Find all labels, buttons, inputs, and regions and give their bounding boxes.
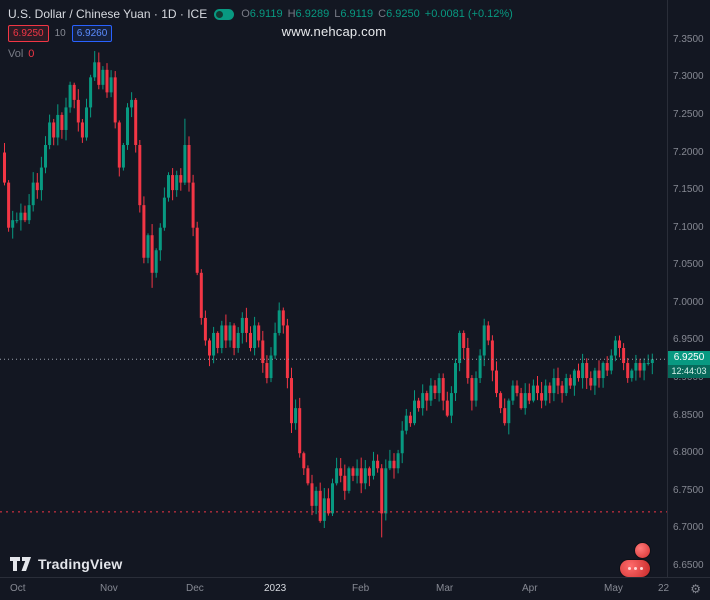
high-value: 6.9289	[295, 8, 330, 20]
time-axis-label: Apr	[522, 583, 538, 594]
visibility-toggle-icon[interactable]	[214, 8, 235, 20]
tradingview-logo-text: TradingView	[38, 556, 123, 572]
dot-icon	[639, 567, 643, 570]
price-axis-label: 7.2000	[673, 146, 704, 158]
volume-value: 0	[28, 48, 35, 60]
settings-gear-icon[interactable]: ⚙	[690, 582, 701, 596]
price-axis-label: 7.3000	[673, 71, 704, 83]
price-axis-label: 7.3500	[673, 33, 704, 45]
price-axis[interactable]: 7.3500 7.3000 7.2500 7.2000 7.1500 7.1000 7.05…	[667, 0, 710, 578]
price-axis-label: 6.8500	[673, 409, 704, 421]
open-label: O	[241, 8, 250, 20]
candles-group	[3, 51, 654, 538]
watermark-text: www.nehcap.com	[281, 24, 387, 39]
chart-legend: U.S. Dollar / Chinese Yuan · 1D · ICE O6…	[8, 7, 518, 60]
time-axis-label: Oct	[10, 583, 26, 594]
price-axis-label: 7.1500	[673, 184, 704, 196]
fab-small-red-button[interactable]	[635, 543, 650, 558]
low-value: 6.9119	[340, 8, 374, 20]
tradingview-icon	[10, 556, 31, 571]
price-axis-label: 7.0500	[673, 259, 704, 271]
volume-indicator-label[interactable]: Vol	[8, 48, 24, 60]
tradingview-logo[interactable]: TradingView	[10, 556, 122, 572]
candlestick-chart-canvas[interactable]	[0, 0, 668, 578]
close-value: 6.9250	[386, 8, 420, 20]
time-axis-label: Dec	[186, 583, 204, 594]
floating-action-buttons	[620, 543, 650, 577]
close-label: C	[378, 8, 387, 20]
current-price-value: 6.9250	[668, 351, 710, 366]
bar-countdown-timer: 12:44:03	[668, 365, 710, 379]
buy-price-badge[interactable]: 6.9260	[71, 25, 113, 42]
price-axis-label: 7.2500	[673, 108, 704, 120]
time-axis-label: 2023	[264, 583, 287, 594]
price-axis-label: 6.7500	[673, 484, 704, 496]
price-axis-label: 6.9500	[673, 334, 704, 346]
price-axis-label: 6.7000	[673, 522, 704, 534]
time-axis-label: May	[604, 583, 623, 594]
time-axis-label: Mar	[436, 583, 454, 594]
time-axis-label: Nov	[100, 583, 118, 594]
time-axis[interactable]: Oct Nov Dec 2023 Feb Mar Apr May 22 ⚙	[0, 577, 710, 600]
ohlc-readout: O6.9119 H6.9289 L6.9119 C6.9250 +0.0081 (+0.…	[241, 8, 518, 20]
symbol-title[interactable]: U.S. Dollar / Chinese Yuan · 1D · ICE	[8, 7, 208, 21]
change-value: +0.0081 (+0.12%)	[424, 8, 513, 20]
high-label: H	[287, 8, 296, 20]
open-value: 6.9119	[249, 8, 283, 20]
price-axis-label: 7.1000	[673, 221, 704, 233]
price-axis-label: 6.6500	[673, 560, 704, 571]
dot-icon	[633, 567, 637, 570]
sell-price-badge[interactable]: 6.9250	[8, 25, 49, 42]
price-axis-label: 7.0000	[673, 296, 704, 308]
spread-value: 10	[54, 28, 66, 39]
price-axis-label: 6.8000	[673, 447, 704, 459]
low-label: L	[334, 8, 341, 20]
current-price-tag: 6.9250 12:44:03	[668, 351, 710, 379]
time-axis-labels: Oct Nov Dec 2023 Feb Mar Apr May 22	[0, 578, 710, 600]
dot-icon	[627, 567, 631, 570]
fab-menu-red-button[interactable]	[620, 560, 650, 577]
time-axis-label: 22	[658, 583, 670, 594]
time-axis-label: Feb	[352, 583, 370, 594]
